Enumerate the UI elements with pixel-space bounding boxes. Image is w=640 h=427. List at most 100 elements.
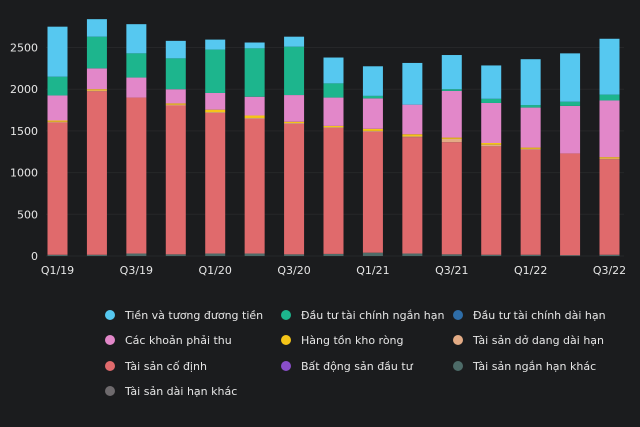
legend-item: Tiền và tương đương tiền [105,309,263,322]
bar-segment [165,104,186,106]
bar-segment [126,253,147,256]
bar-segment [441,55,462,90]
bar-stack [86,19,107,256]
legend-swatch [281,310,291,320]
legend-item: Tài sản dở dang dài hạn [453,334,604,347]
bar-segment [481,254,502,256]
legend-label: Tài sản dài hạn khác [124,385,237,398]
x-tick-label: Q1/20 [199,264,232,277]
bar-segment [520,147,541,149]
bar-segment [86,19,107,37]
bar-segment [244,118,265,254]
bar-segment [520,107,541,148]
bar-segment [402,136,423,138]
bar-segment [244,115,265,118]
bar-stack [284,36,305,256]
bar-segment [284,95,305,122]
x-tick-label: Q1/19 [41,264,74,277]
bar-segment [47,120,68,122]
bars [47,19,620,256]
y-tick-label: 0 [31,250,38,263]
bar-segment [323,127,344,254]
bar-segment [284,46,305,96]
legend-label: Tài sản ngắn hạn khác [472,360,596,373]
bar-segment [560,101,581,106]
bar-segment [47,76,68,96]
bar-segment [165,40,186,59]
bar-segment [284,122,305,124]
bar-segment [560,255,581,256]
bar-segment [47,26,68,77]
bar-segment [244,253,265,256]
bar-segment [323,253,344,256]
legend-item: Hàng tồn kho ròng [281,334,404,347]
x-tick-label: Q3/22 [593,264,626,277]
legend-label: Các khoản phải thu [125,334,232,347]
y-tick-label: 500 [17,208,38,221]
bar-segment [481,143,502,145]
bar-segment [402,134,423,137]
x-tick-label: Q3/19 [120,264,153,277]
y-tick-label: 2000 [10,83,38,96]
y-tick-label: 1000 [10,167,38,180]
bar-segment [244,96,265,116]
bar-segment [323,125,344,128]
bar-segment [205,253,226,256]
bar-segment [86,91,107,255]
bar-segment [47,122,68,255]
bar-segment [362,98,383,129]
bar-segment [205,92,226,110]
bar-stack [244,42,265,256]
legend-label: Hàng tồn kho ròng [301,334,404,347]
bar-segment [205,39,226,50]
bar-segment [441,89,462,91]
bar-segment [402,137,423,254]
bar-segment [86,90,107,92]
legend-label: Tiền và tương đương tiền [124,309,263,322]
legend-swatch [105,310,115,320]
legend-swatch [453,335,463,345]
bar-segment [560,153,581,256]
legend-swatch [105,335,115,345]
bar-segment [481,102,502,144]
bar-segment [441,137,462,139]
bar-segment [205,112,226,254]
bar-segment [599,94,620,101]
bar-segment [402,104,423,135]
bar-segment [560,53,581,102]
y-tick-label: 1500 [10,125,38,138]
legend-item: Tài sản ngắn hạn khác [453,360,596,373]
bar-segment [284,121,305,123]
bar-segment [284,254,305,256]
x-axis: Q1/19 Q3/19 Q1/20 Q3/20 Q1/21 Q3/21 Q1/22 Q3/22 [41,264,626,277]
x-tick-label: Q3/20 [277,264,310,277]
bar-segment [205,109,226,113]
bar-segment [205,49,226,93]
bar-segment [86,68,107,90]
legend-item: Đầu tư tài chính ngắn hạn [281,309,445,322]
bar-segment [362,130,383,132]
bar-segment [362,252,383,256]
bar-segment [402,62,423,105]
bar-segment [481,146,502,255]
bar-stack [47,26,68,256]
bar-segment [284,36,305,47]
bar-segment [402,253,423,256]
bar-segment [323,97,344,126]
bar-segment [165,58,186,90]
bar-segment [126,97,147,254]
bar-segment [47,254,68,256]
bar-segment [86,254,107,256]
bar-segment [599,157,620,159]
bar-segment [520,149,541,255]
x-tick-label: Q1/22 [514,264,547,277]
legend-item: Đầu tư tài chính dài hạn [453,309,606,322]
bar-segment [599,100,620,158]
bar-segment [47,121,68,123]
bar-segment [244,117,265,119]
legend-swatch [453,361,463,371]
legend-swatch [105,386,115,396]
legend-label: Bất động sản đầu tư [301,360,414,373]
bar-segment [362,128,383,131]
